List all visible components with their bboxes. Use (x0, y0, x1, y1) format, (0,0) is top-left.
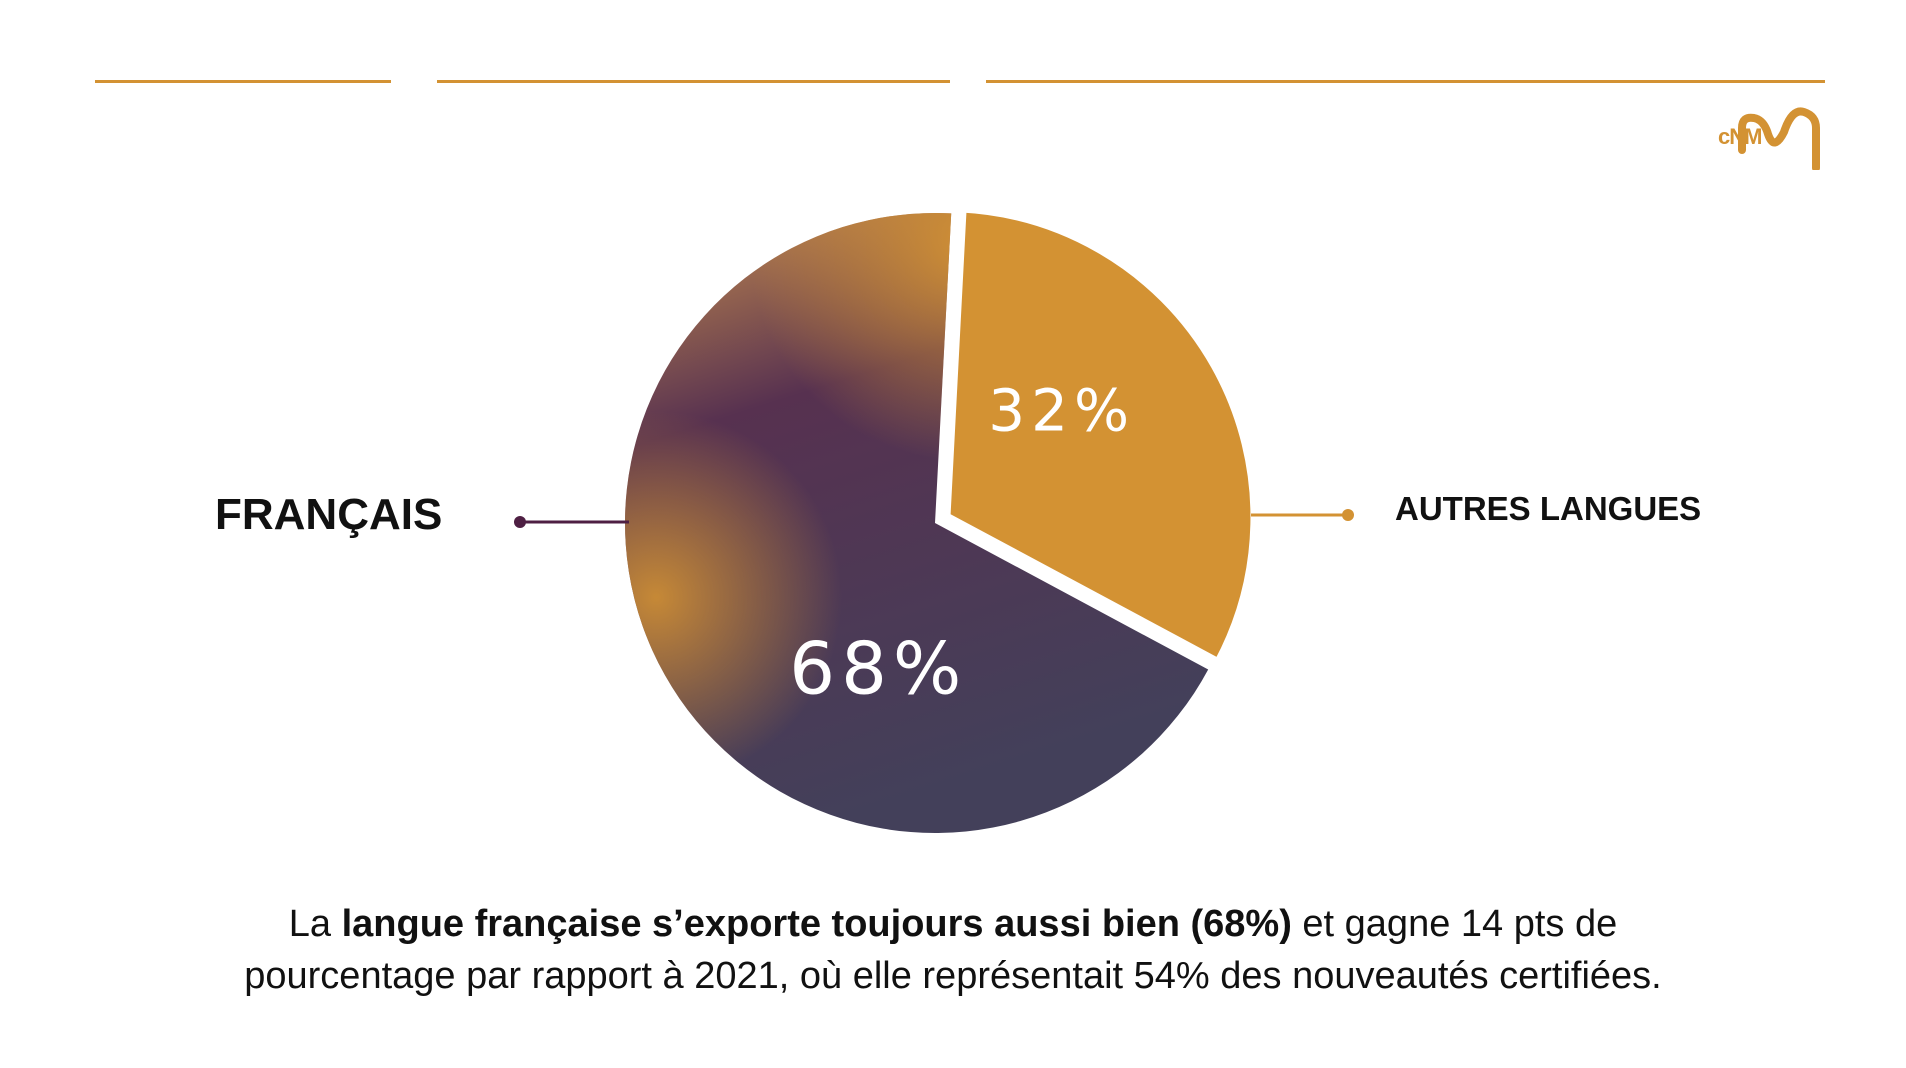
value-label-francais: 68% (789, 626, 967, 710)
value-label-autres: 32% (988, 377, 1135, 445)
label-autres-langues: AUTRES LANGUES (1395, 490, 1702, 527)
logo-wave-icon (1738, 107, 1820, 170)
top-rule-right (986, 80, 1825, 83)
caption-line-2: pourcentage par rapport à 2021, où elle … (244, 955, 1662, 997)
caption: La langue française s’exporte toujours a… (0, 898, 1906, 1002)
label-francais: FRANÇAIS (215, 490, 443, 539)
caption-line-1: La langue française s’exporte toujours a… (288, 903, 1618, 945)
connector-francais-dot (514, 516, 526, 528)
cnm-logo: cNM (1718, 98, 1828, 170)
connector-autres-dot (1342, 509, 1354, 521)
top-rule-middle (437, 80, 950, 83)
caption-bold: langue française s’exporte toujours auss… (341, 903, 1292, 945)
slice-autres-langues (940, 202, 1261, 671)
top-rule-left (95, 80, 391, 83)
